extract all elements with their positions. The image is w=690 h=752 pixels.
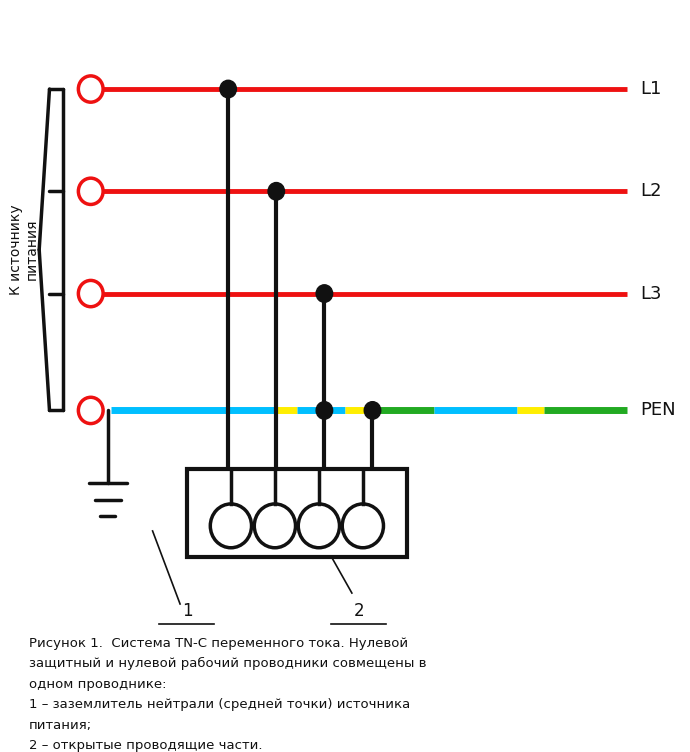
Text: Рисунок 1.  Система TN-C переменного тока. Нулевой: Рисунок 1. Система TN-C переменного тока… <box>29 637 408 650</box>
Circle shape <box>316 402 333 419</box>
Circle shape <box>316 285 333 302</box>
Text: 1: 1 <box>181 602 193 620</box>
Circle shape <box>220 80 237 98</box>
Text: защитный и нулевой рабочий проводники совмещены в: защитный и нулевой рабочий проводники со… <box>29 657 426 670</box>
Bar <box>187 468 407 556</box>
Text: питания;: питания; <box>29 719 92 732</box>
Text: 2: 2 <box>353 602 364 620</box>
Text: L2: L2 <box>640 182 662 200</box>
Text: L1: L1 <box>640 80 662 98</box>
Text: одном проводнике:: одном проводнике: <box>29 678 166 691</box>
Text: 1 – заземлитель нейтрали (средней точки) источника: 1 – заземлитель нейтрали (средней точки)… <box>29 698 410 711</box>
Text: L3: L3 <box>640 284 662 302</box>
Circle shape <box>364 402 381 419</box>
Text: 2 – открытые проводящие части.: 2 – открытые проводящие части. <box>29 739 262 752</box>
Text: PEN: PEN <box>640 402 676 420</box>
Circle shape <box>268 183 284 200</box>
Text: К источнику
питания: К источнику питания <box>9 205 39 295</box>
